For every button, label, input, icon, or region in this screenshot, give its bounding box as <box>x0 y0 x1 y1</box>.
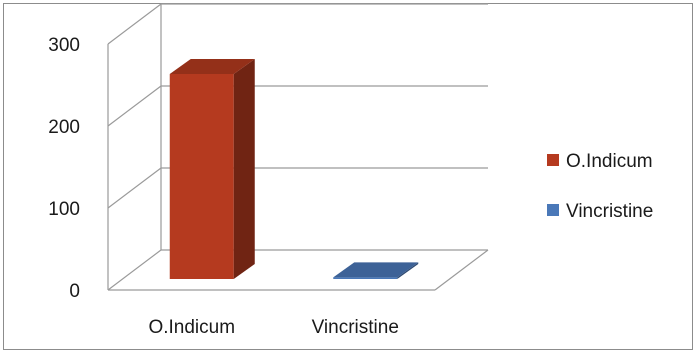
floor-right-edge <box>434 249 489 291</box>
x-category-label: O.Indicum <box>148 317 235 338</box>
gridlines <box>107 3 488 291</box>
gridline-side <box>107 167 162 209</box>
gridline-side <box>107 249 162 291</box>
x-axis-categories: O.Indicum Vincristine <box>148 317 398 338</box>
bar-front-O.Indicum <box>169 74 234 279</box>
bar-side-Vincristine <box>397 262 419 279</box>
y-tick-label: 300 <box>48 35 80 56</box>
x-category-label: Vincristine <box>312 317 399 338</box>
bars <box>169 59 419 279</box>
gridline-side <box>107 85 162 127</box>
y-axis-ticks: 0 100 200 300 <box>48 35 80 302</box>
gridline-side <box>107 3 162 45</box>
bar-top-O.Indicum <box>169 59 255 74</box>
legend-label: O.Indicum <box>566 151 653 172</box>
bar-side-O.Indicum <box>233 59 255 279</box>
chart-walls <box>107 4 489 291</box>
y-tick-label: 100 <box>48 199 80 220</box>
legend-swatch <box>547 154 559 166</box>
y-tick-label: 0 <box>69 281 80 302</box>
bar-top-Vincristine <box>333 262 419 278</box>
legend: O.Indicum Vincristine <box>547 151 653 222</box>
legend-label: Vincristine <box>566 201 653 222</box>
legend-swatch <box>547 204 559 216</box>
bar-front-Vincristine <box>333 277 398 279</box>
y-tick-label: 200 <box>48 117 80 138</box>
chart-frame <box>3 3 693 350</box>
